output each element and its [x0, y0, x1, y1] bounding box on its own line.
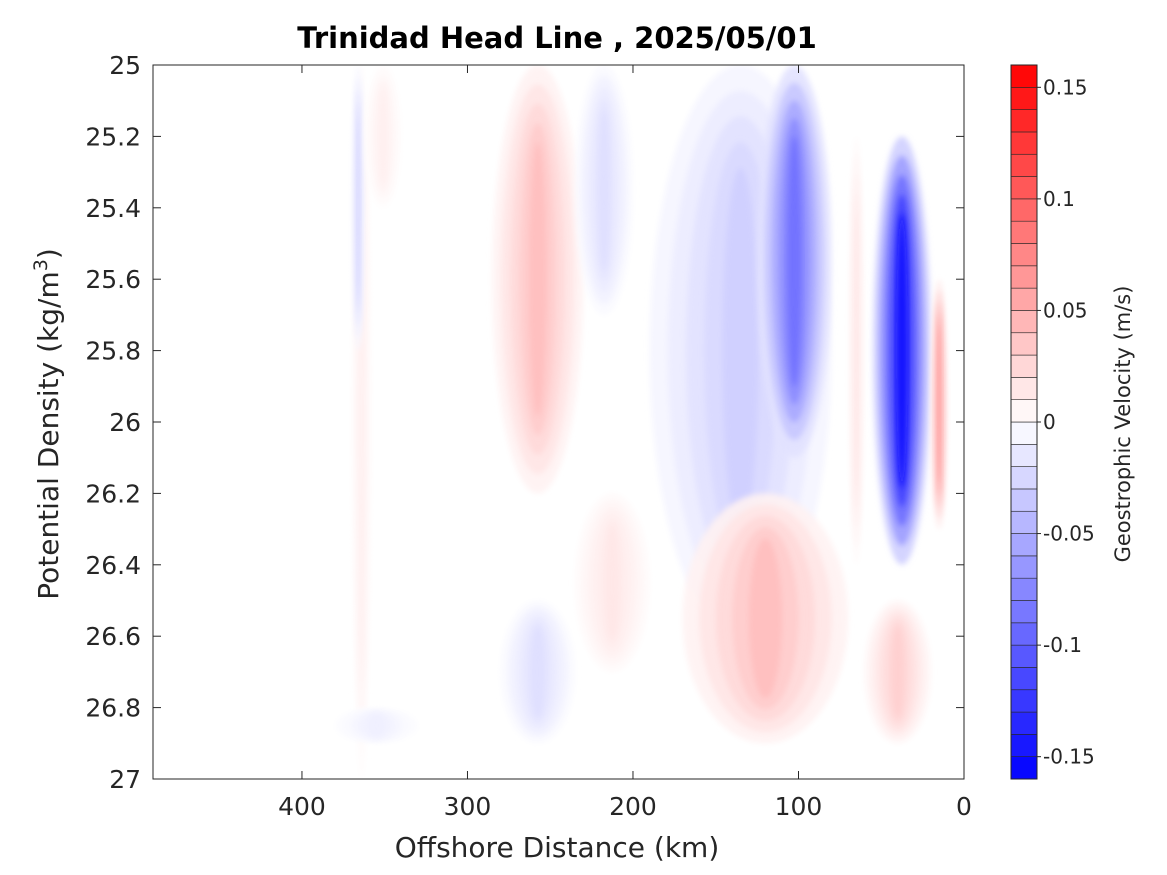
- contour-positive-deep-110km-level-5: [748, 538, 782, 699]
- colorbar-swatch: [1010, 555, 1038, 579]
- colorbar-swatch: [1010, 577, 1038, 601]
- contour-offshore-negative-sliver-level-5: [356, 116, 360, 300]
- y-tick-label: 26.4: [85, 551, 141, 580]
- x-tick-label: 400: [278, 792, 326, 821]
- y-tick-label: 26.2: [85, 479, 141, 508]
- colorbar-swatch: [1010, 689, 1038, 713]
- colorbar-tick-label: 0.05: [1043, 298, 1088, 322]
- colorbar-swatch: [1010, 64, 1038, 88]
- contour-positive-edge-15km-level-5: [937, 324, 941, 485]
- contour-positive-deep-215km-level-5: [604, 525, 620, 640]
- plot-area: 400 300 200 100 0 25 25.2 25.4 25.6 25.8 26 26.2 26…: [85, 51, 972, 821]
- colorbar-swatch: [1010, 533, 1038, 557]
- colorbar-swatch: [1010, 734, 1038, 757]
- colorbar-swatch: [1010, 153, 1038, 177]
- y-tick-label: 27: [109, 765, 141, 794]
- colorbar-swatch: [1010, 756, 1038, 780]
- colorbar-swatch: [1010, 711, 1038, 735]
- contour-negative-deep-260km-level-5: [530, 626, 546, 718]
- x-axis-label: Offshore Distance (km): [395, 831, 720, 864]
- y-tick-label: 25.2: [85, 122, 141, 151]
- contour-negative-band-220km-level-5: [598, 109, 610, 270]
- y-tick-label: 25.8: [85, 337, 141, 366]
- contour-negative-core-40km-level-5: [896, 213, 908, 488]
- colorbar-swatch: [1010, 220, 1038, 244]
- colorbar-swatch: [1010, 399, 1038, 423]
- colorbar-swatch: [1010, 131, 1038, 155]
- colorbar-swatch: [1010, 644, 1038, 668]
- y-tick-label: 25.6: [85, 265, 141, 294]
- x-tick-label: 200: [609, 792, 657, 821]
- y-tick-label: 26: [109, 408, 141, 437]
- colorbar-swatch: [1010, 600, 1038, 624]
- colorbar-swatch: [1010, 421, 1038, 445]
- y-tick-label: 26.8: [85, 694, 141, 723]
- chart-title: Trinidad Head Line , 2025/05/01: [297, 21, 817, 55]
- colorbar-swatch: [1010, 510, 1038, 534]
- x-tick-label: 100: [775, 792, 823, 821]
- colorbar-tick-label: -0.05: [1043, 522, 1095, 546]
- colorbar-swatch: [1010, 622, 1038, 646]
- colorbar-tick-label: -0.15: [1043, 745, 1095, 769]
- y-axis-ticks: 25 25.2 25.4 25.6 25.8 26 26.2 26.4 26.6 26.8 27: [85, 51, 964, 794]
- colorbar-swatch: [1010, 198, 1038, 222]
- colorbar: 0.15 0.1 0.05 0 -0.05 -0.1 -0.15: [1010, 64, 1095, 780]
- velocity-field: [335, 65, 948, 779]
- contour-positive-core-260km-level-5: [528, 142, 547, 417]
- colorbar-swatch: [1010, 667, 1038, 691]
- colorbar-swatch: [1010, 377, 1038, 400]
- colorbar-tick-label: -0.1: [1043, 633, 1082, 657]
- x-axis-ticks: 400 300 200 100 0: [278, 65, 972, 821]
- colorbar-swatch: [1010, 109, 1038, 133]
- y-tick-label: 26.6: [85, 622, 141, 651]
- colorbar-label: Geostrophic Velocity (m/s): [1111, 286, 1135, 563]
- x-tick-label: 0: [956, 792, 972, 821]
- colorbar-swatch: [1010, 488, 1038, 512]
- contour-offshore-negative-deep-level-5: [368, 714, 385, 737]
- colorbar-tick-label: 0.15: [1043, 75, 1088, 99]
- contour-negative-core-105km-level-5: [786, 135, 802, 388]
- colorbar-tick-label: 0: [1043, 410, 1056, 434]
- contour-negative-broad-150km-level-5: [722, 167, 759, 534]
- colorbar-swatch: [1010, 265, 1038, 289]
- colorbar-swatch: [1010, 87, 1038, 110]
- x-tick-label: 300: [444, 792, 492, 821]
- colorbar-swatch: [1010, 310, 1038, 334]
- colorbar-swatch: [1010, 466, 1038, 490]
- colorbar-swatch: [1010, 354, 1038, 378]
- colorbar-tick-label: 0.1: [1043, 187, 1075, 211]
- colorbar-swatch: [1010, 332, 1038, 356]
- contour-offshore-positive-band-level-5: [379, 90, 387, 183]
- y-axis-label: Potential Density (kg/m3): [30, 248, 65, 600]
- colorbar-swatch: [1010, 176, 1038, 200]
- y-tick-label: 25.4: [85, 194, 141, 223]
- contour-positive-sliver-65km-level-5: [854, 213, 859, 488]
- colorbar-swatch: [1010, 444, 1038, 467]
- colorbar-swatch: [1010, 243, 1038, 267]
- contour-positive-deep-40km-level-5: [891, 626, 905, 718]
- colorbar-swatch: [1010, 287, 1038, 311]
- y-tick-label: 25: [109, 51, 141, 80]
